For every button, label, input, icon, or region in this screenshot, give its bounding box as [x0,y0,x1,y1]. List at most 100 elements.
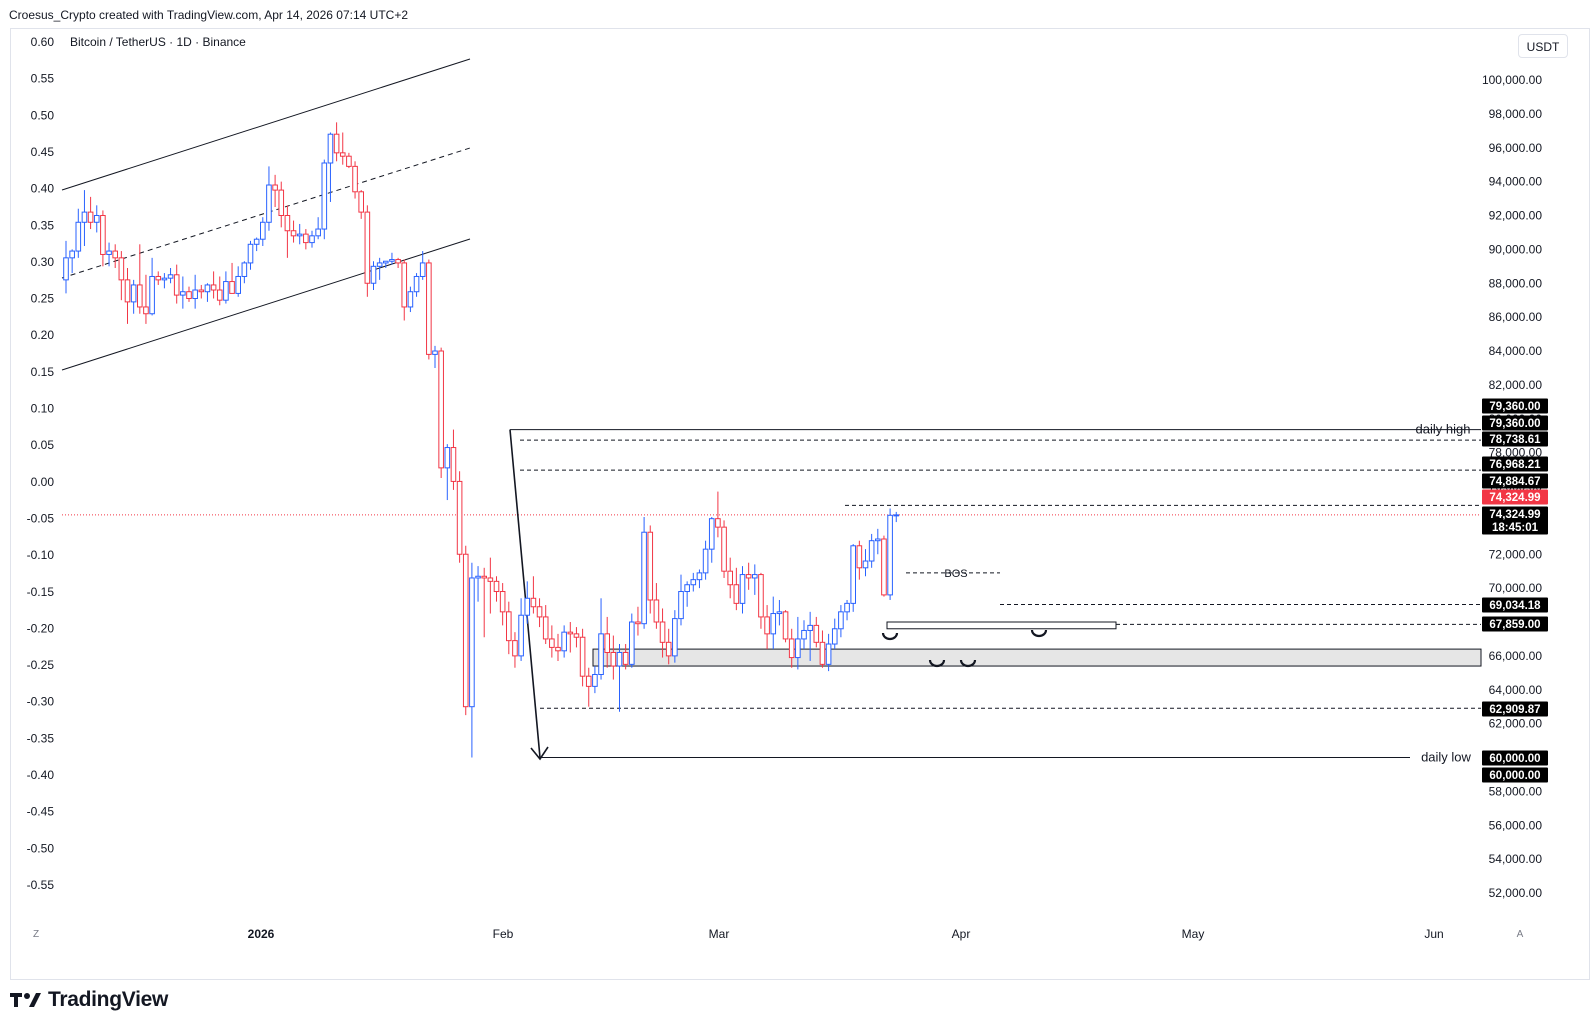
candle-body [770,613,777,635]
chart-frame [10,28,1590,980]
x-axis-tick: Feb [493,927,514,941]
candle [210,271,217,299]
candle [684,581,690,607]
candle [561,625,567,658]
candle [702,540,709,580]
auto-scale-button[interactable]: A [1516,929,1524,940]
candle-body [598,633,604,676]
candle-body [130,284,137,303]
candle [155,271,162,285]
candle-body [530,597,537,608]
right-axis-tick: 54,000.00 [1489,852,1543,866]
left-axis-tick: 0.50 [31,108,55,122]
candle-body [684,584,690,593]
candle-body [536,606,543,618]
price-label: 74,884.67 [1482,473,1548,489]
candle-body [407,291,414,308]
candle [339,132,346,165]
tradingview-logo[interactable]: TradingView [10,986,168,1014]
candle [881,535,887,597]
candle [81,190,88,246]
candle-body [493,580,500,593]
candle [641,516,647,629]
candle-body [635,621,641,625]
candle [850,544,857,612]
price-label-text: 76,968.21 [1489,459,1541,471]
candle-body [192,289,198,299]
left-axis-tick: -0.15 [27,585,55,599]
candle-body [733,584,740,604]
symbol-line[interactable]: Bitcoin / TetherUS · 1D · Binance [70,35,246,49]
candle [426,259,432,360]
left-axis-tick: 0.60 [31,35,55,49]
candle [727,557,734,599]
candle-body [647,531,654,601]
candle-body [462,553,469,708]
candle [124,268,131,324]
candle-body [346,155,352,167]
candle [752,564,758,595]
candle [610,635,617,680]
candle [585,667,592,707]
candle [696,569,703,589]
candle [130,279,137,314]
candle [327,132,334,202]
price-label-bg [1482,519,1548,535]
candle [782,610,789,643]
x-axis-tick: Apr [952,927,971,941]
candle [770,596,777,650]
right-axis-tick: 72,000.00 [1489,547,1543,561]
candle-body [862,560,869,569]
price-label-bg [1482,616,1548,632]
candle [223,271,229,304]
levels [62,429,1481,758]
price-label: 60,000.00 [1482,750,1548,766]
candles[interactable] [63,122,900,758]
candle-body [592,674,598,687]
candle [149,257,155,316]
price-label-bg [1482,456,1548,472]
candle [868,533,875,568]
candle [524,581,531,624]
candle-body [659,621,666,643]
left-axis-tick: 0.55 [31,72,55,86]
candle-body [512,640,518,657]
candle-body [278,189,285,216]
candle [739,566,746,614]
candle-body [296,233,303,237]
candle-body [315,228,321,237]
left-axis-tick: 0.30 [31,255,55,269]
candle-body [813,624,820,643]
price-label: 74,324.99 [1482,506,1548,522]
candle-body [782,611,789,640]
candle [733,567,740,611]
candle-body [764,616,770,635]
candle-body [856,545,863,569]
candle [536,598,543,628]
candle [622,644,629,670]
x-axis: 2026 Feb Mar Apr May Jun [248,927,1444,941]
candle-body [739,574,746,604]
candle [112,244,119,269]
candle-body [499,591,506,613]
candle-body [672,618,678,657]
candle [887,508,893,600]
left-corner-button[interactable]: Z [32,929,40,940]
candle-body [641,531,647,625]
sweep-arc [1030,629,1048,638]
candle [413,273,420,297]
candle-body [788,638,795,659]
candle-body [401,262,408,308]
candle-body [708,518,715,550]
candle [549,625,555,658]
candle-body [204,284,211,293]
candle [235,266,241,297]
price-label-text: 74,884.67 [1489,476,1540,488]
candle-body [758,574,764,618]
currency-button[interactable]: USDT [1518,34,1568,58]
candle-body [118,257,125,281]
right-axis-tick: 88,000.00 [1489,276,1543,290]
price-label-text: 62,909.87 [1489,704,1540,716]
sweep-arc [881,632,899,641]
